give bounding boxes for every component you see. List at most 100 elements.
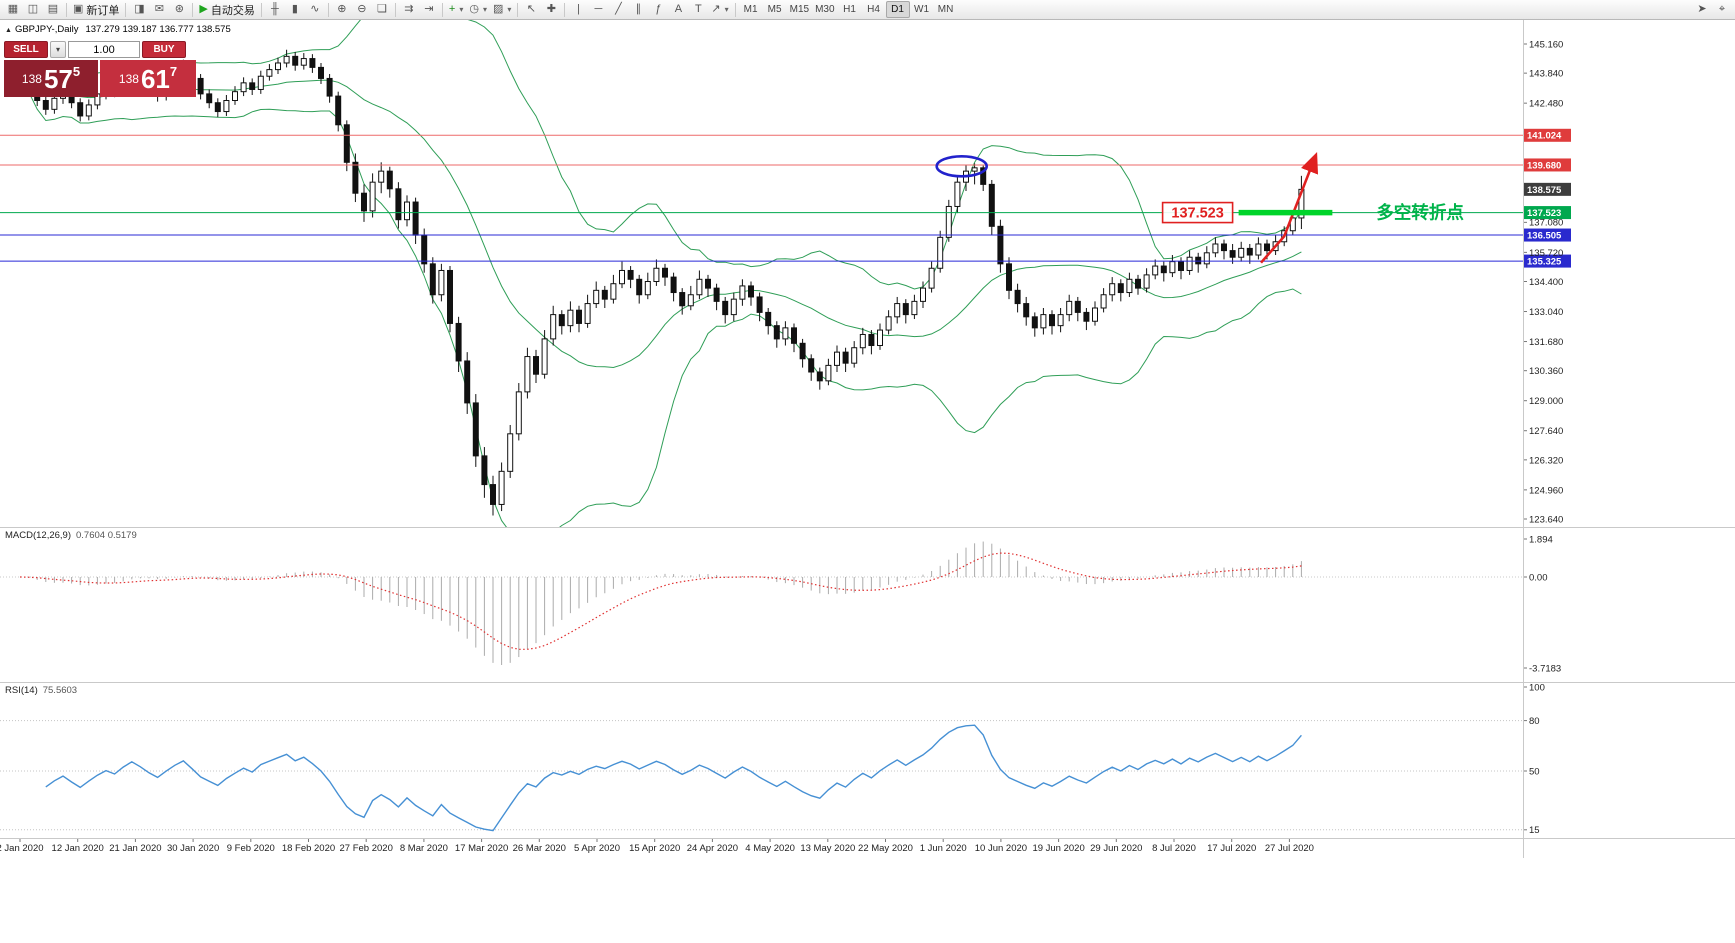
time-axis-label: 17 Mar 2020 (455, 843, 508, 854)
fibonacci-icon[interactable]: ƒ (648, 1, 668, 18)
timeframe-button-m30[interactable]: M30 (812, 1, 837, 18)
level-price-box[interactable] (1161, 201, 1234, 224)
vertical-line-icon: | (576, 3, 580, 15)
time-axis-label: 17 Jul 2020 (1207, 843, 1256, 854)
candle-body (1178, 261, 1184, 271)
line-chart-icon[interactable]: ∿ (305, 1, 325, 18)
text-label-icon[interactable]: T (688, 1, 708, 18)
candlestick-chart-icon[interactable]: ▮ (285, 1, 305, 18)
candle-body (404, 201, 410, 221)
text-icon[interactable]: A (668, 1, 688, 18)
candle-body (1023, 303, 1030, 318)
sell-button[interactable]: SELL (4, 41, 48, 58)
price-axis-label: 131.680 (1529, 337, 1563, 348)
chevron-down-icon: ▾ (724, 5, 729, 14)
indicators-icon[interactable]: + ▾ (446, 1, 466, 18)
alerts-icon[interactable]: ✉ (149, 1, 169, 18)
new-order-button[interactable]: ▣ 新订单 (70, 1, 122, 18)
candle-body (343, 124, 350, 163)
timeframe-button-d1[interactable]: D1 (885, 1, 910, 18)
candlestick-chart-icon: ▮ (291, 3, 298, 15)
chart-windows-icon[interactable]: ◫ (23, 1, 43, 18)
autotrading-button[interactable]: ▶ 自动交易 (196, 1, 257, 18)
price-tag-text: 137.523 (1527, 208, 1561, 219)
mql-community-icon[interactable]: ⊛ (169, 1, 189, 18)
data-window-icon[interactable]: ◨ (129, 1, 149, 18)
candle-body (713, 287, 720, 302)
candle-body (687, 294, 694, 307)
new-order-button: ▣ (73, 3, 84, 15)
sell-price-box[interactable]: 138 57 5 (4, 60, 98, 97)
timeframe-button-w1[interactable]: W1 (910, 1, 934, 18)
new-chart-icon[interactable]: ▦ (3, 1, 23, 18)
crosshair-icon[interactable]: ✚ (541, 1, 561, 18)
candle-body (533, 356, 539, 375)
candle-body (438, 269, 445, 296)
vertical-line-icon[interactable]: | (568, 1, 588, 18)
periods-icon[interactable]: ◷ ▾ (466, 1, 490, 18)
candle-body (1031, 316, 1038, 329)
trade-panel-controls: SELL ▾ BUY (4, 41, 198, 58)
screen-target-icon[interactable]: ⌖ (1712, 1, 1732, 18)
timeframe-button-h4[interactable]: H4 (862, 1, 886, 18)
zoom-out-icon[interactable]: ⊖ (352, 1, 372, 18)
candle-body (421, 234, 428, 265)
candle-body (1169, 261, 1176, 274)
price-axis-label: 123.640 (1529, 514, 1563, 525)
arrows-icon[interactable]: ↗ ▾ (708, 1, 731, 18)
candle-body (808, 358, 815, 373)
candle-body (498, 470, 505, 505)
price-axis-label: 135.720 (1529, 248, 1563, 259)
macd-panel-divider[interactable] (0, 527, 1735, 528)
candle-body (335, 95, 342, 126)
rsi-panel-divider[interactable] (0, 682, 1735, 683)
candle-body (1066, 300, 1073, 316)
tile-windows-icon[interactable]: ❏ (372, 1, 392, 18)
candle-body (300, 58, 307, 66)
timeframe-button-m5[interactable]: M5 (763, 1, 787, 18)
new-chart-icon: ▦ (7, 3, 19, 15)
candle-body (197, 77, 204, 95)
macd-name: MACD(12,26,9) (5, 530, 71, 541)
candle-body (748, 285, 754, 298)
bar-chart-icon[interactable]: ╫ (265, 1, 285, 18)
market-watch-icon[interactable]: ▤ (43, 1, 63, 18)
chart-shift-icon[interactable]: ⇥ (419, 1, 439, 18)
candle-body (240, 82, 247, 93)
zoom-in-icon[interactable]: ⊕ (332, 1, 352, 18)
peak-highlight-ellipse[interactable] (935, 154, 989, 178)
chevron-down-icon: ▾ (507, 5, 512, 14)
price-axis-label: 143.840 (1529, 69, 1563, 80)
candle-body (1195, 256, 1202, 265)
cursor-icon[interactable]: ↖ (521, 1, 541, 18)
price-tag-136.505 (1524, 228, 1571, 242)
equidistant-channel-icon[interactable]: ∥ (628, 1, 648, 18)
auto-scroll-icon[interactable]: ⇉ (399, 1, 419, 18)
timeframe-button-m15[interactable]: M15 (787, 1, 812, 18)
time-axis-label: 13 May 2020 (800, 843, 855, 854)
rsi-axis-label: 80 (1529, 716, 1540, 727)
candle-body (223, 100, 230, 113)
screen-pointer-icon[interactable]: ➤ (1692, 1, 1712, 18)
trendline-icon[interactable]: ╱ (608, 1, 628, 18)
time-axis-label: 18 Feb 2020 (282, 843, 335, 854)
timeframe-button-h1[interactable]: H1 (838, 1, 862, 18)
candle-body (1126, 278, 1133, 294)
templates-icon[interactable]: ▨ ▾ (490, 1, 514, 18)
buy-price-box[interactable]: 138 61 7 (100, 60, 196, 97)
horizontal-line-icon[interactable]: ─ (588, 1, 608, 18)
buy-button[interactable]: BUY (142, 41, 186, 58)
timeframe-button-m1[interactable]: M1 (739, 1, 763, 18)
volume-input[interactable] (68, 41, 140, 58)
pivot-annotation-text[interactable]: 多空转折点 (1376, 203, 1464, 223)
volume-dropdown-button[interactable]: ▾ (50, 41, 66, 58)
price-tag-141.024 (1524, 128, 1571, 142)
candle-body (601, 289, 608, 300)
timeframe-button-mn[interactable]: MN (934, 1, 958, 18)
candle-body (920, 287, 926, 302)
one-click-collapse-icon[interactable]: ▲ (5, 27, 12, 34)
candle-body (1014, 289, 1021, 305)
price-axis-label: 134.400 (1529, 277, 1563, 288)
macd-axis-label: 0.00 (1529, 572, 1548, 583)
